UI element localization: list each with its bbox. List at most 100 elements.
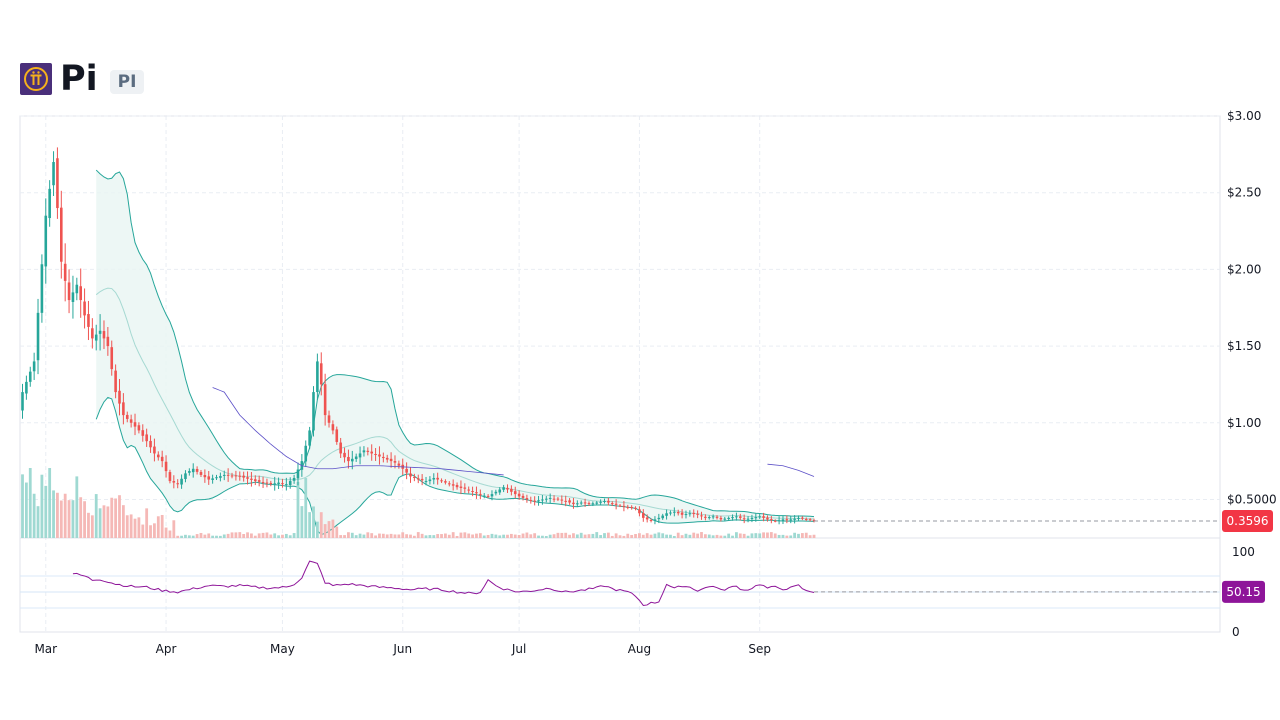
candle-body xyxy=(292,477,296,481)
candle-body xyxy=(804,519,808,521)
candle-body xyxy=(564,500,567,502)
volume-bar xyxy=(79,497,83,538)
candle-body xyxy=(343,452,346,458)
band-upper-line xyxy=(95,169,815,518)
volume-bar xyxy=(700,532,703,538)
candle-body xyxy=(226,474,230,476)
candle-body xyxy=(622,505,626,507)
candle-body xyxy=(451,484,455,486)
candle-body xyxy=(354,456,358,460)
candle-body xyxy=(94,334,98,341)
volume-bar xyxy=(137,517,141,538)
candle-body xyxy=(797,517,800,519)
candle-body xyxy=(168,472,172,482)
candle-body xyxy=(176,483,179,485)
volume-bar xyxy=(141,524,145,538)
candle-body xyxy=(742,518,746,520)
candle-body xyxy=(230,475,234,477)
candle-body xyxy=(700,515,703,517)
candle-body xyxy=(603,500,606,502)
volume-bar xyxy=(94,494,98,538)
candle-body xyxy=(405,468,408,473)
candle-body xyxy=(184,473,187,480)
volume-bar xyxy=(323,524,327,538)
candle-body xyxy=(591,503,595,505)
candle-body xyxy=(308,430,311,446)
volume-bar xyxy=(509,533,513,538)
volume-bar xyxy=(665,534,668,538)
volume-bar xyxy=(750,533,754,538)
volume-bar xyxy=(812,534,816,538)
volume-bar xyxy=(560,532,564,538)
candle-body xyxy=(626,507,630,509)
candle-body xyxy=(754,517,758,519)
volume-bar xyxy=(537,535,540,538)
price-tick-label: $1.50 xyxy=(1227,339,1261,353)
candle-body xyxy=(102,331,106,339)
volume-bar xyxy=(738,533,742,538)
candle-body xyxy=(444,481,447,483)
candle-body xyxy=(812,520,816,522)
volume-bar xyxy=(482,535,486,538)
candle-body xyxy=(250,478,253,480)
volume-bar xyxy=(121,505,125,538)
candle-body xyxy=(60,207,63,262)
volume-bar xyxy=(222,534,226,538)
volume-bar xyxy=(385,534,389,538)
candle-body xyxy=(215,477,218,479)
volume-bar xyxy=(145,508,149,538)
volume-bar xyxy=(199,532,203,538)
candle-body xyxy=(79,286,82,301)
candle-body xyxy=(719,517,723,520)
candle-body xyxy=(704,516,707,518)
candle-body xyxy=(630,506,633,508)
rsi-line xyxy=(72,560,815,606)
candle-body xyxy=(118,390,121,404)
volume-bar xyxy=(234,532,238,538)
volume-bar xyxy=(238,532,242,538)
volume-bar xyxy=(211,535,215,538)
candle-body xyxy=(766,517,769,520)
volume-bar xyxy=(133,518,137,538)
rsi-value-tag xyxy=(1222,580,1265,603)
volume-bar xyxy=(789,535,793,538)
volume-bar xyxy=(397,534,401,538)
candle-body xyxy=(676,511,680,514)
volume-bar xyxy=(327,521,331,538)
volume-bar xyxy=(618,535,622,538)
volume-bar xyxy=(253,535,257,538)
volume-bar xyxy=(703,534,707,538)
volume-bar xyxy=(273,533,277,538)
candle-body xyxy=(688,513,692,515)
volume-bar xyxy=(125,515,129,538)
candle-body xyxy=(762,516,765,518)
volume-bar xyxy=(599,535,603,538)
volume-bar xyxy=(350,532,354,538)
volume-bar xyxy=(277,535,280,538)
volume-bar xyxy=(494,534,498,538)
volume-bar xyxy=(432,535,436,538)
volume-bar xyxy=(374,535,377,538)
volume-bar xyxy=(44,485,48,538)
candle-body xyxy=(366,450,370,452)
candle-body xyxy=(242,475,245,478)
candle-body xyxy=(288,481,292,485)
candle-body xyxy=(164,461,168,472)
volume-bar xyxy=(36,506,40,538)
candle-body xyxy=(576,503,579,505)
candle-body xyxy=(98,330,102,334)
volume-bar xyxy=(87,512,90,538)
volume-bar xyxy=(304,478,308,538)
time-tick-label: Aug xyxy=(628,642,651,656)
candle-body xyxy=(533,500,536,502)
candle-body xyxy=(261,482,265,484)
volume-bar xyxy=(762,532,765,538)
volume-bar xyxy=(28,468,32,538)
volume-bar xyxy=(420,533,424,538)
candle-body xyxy=(160,456,164,462)
band-fill xyxy=(96,170,815,535)
volume-bar xyxy=(300,506,304,538)
volume-bar xyxy=(444,533,447,538)
candle-body xyxy=(556,498,560,500)
